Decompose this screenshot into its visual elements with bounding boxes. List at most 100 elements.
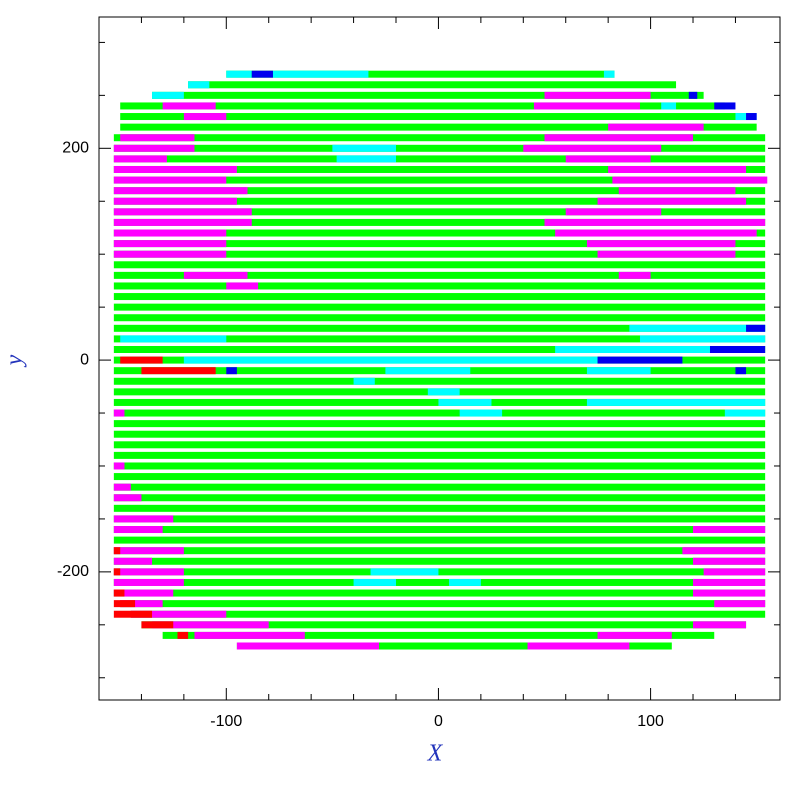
segment: [141, 621, 747, 629]
segment: [120, 134, 195, 142]
segment: [113, 494, 766, 502]
segment: [113, 197, 237, 205]
segment: [113, 218, 252, 226]
segment: [555, 345, 747, 353]
segment: [113, 165, 237, 173]
segment: [113, 515, 174, 523]
segment: [183, 113, 227, 121]
x-tick-label: 0: [434, 713, 443, 730]
segment: [370, 568, 439, 576]
segment: [639, 335, 766, 343]
segment: [661, 102, 677, 110]
segment: [113, 441, 766, 449]
segment: [113, 547, 121, 555]
segment: [113, 229, 766, 237]
segment: [586, 240, 736, 248]
segment: [183, 356, 598, 364]
segment: [533, 102, 640, 110]
segment: [113, 557, 766, 565]
y-tick-label: 0: [80, 351, 89, 368]
plot-area: [113, 70, 768, 650]
segment: [113, 515, 766, 523]
segment: [746, 113, 757, 121]
segment: [113, 187, 248, 195]
segment: [459, 409, 503, 417]
segment: [236, 642, 380, 650]
segment: [113, 324, 766, 332]
x-axis-label: X: [427, 741, 444, 767]
segment: [194, 631, 305, 639]
segment: [113, 208, 766, 216]
segment: [714, 600, 766, 608]
segment: [714, 102, 736, 110]
segment: [113, 250, 227, 258]
segment: [597, 250, 736, 258]
x-tick-label: -100: [210, 713, 242, 730]
segment: [113, 261, 766, 269]
segment: [113, 409, 125, 417]
segment: [188, 81, 677, 89]
segment: [113, 377, 766, 385]
segment: [120, 600, 163, 608]
segment: [709, 345, 766, 353]
segment: [113, 526, 766, 534]
segment: [113, 409, 766, 417]
segment: [113, 494, 142, 502]
segment: [113, 504, 766, 512]
segment: [113, 250, 766, 258]
segment: [603, 70, 615, 78]
segment: [693, 621, 747, 629]
segment: [113, 600, 136, 608]
y-tick-label: -200: [57, 563, 89, 580]
segment: [693, 557, 766, 565]
segment: [251, 70, 273, 78]
segment: [113, 589, 174, 597]
segment: [682, 547, 766, 555]
segment: [272, 70, 369, 78]
segment: [152, 91, 184, 99]
segment: [113, 547, 184, 555]
segment: [544, 91, 651, 99]
segment: [152, 91, 704, 99]
segment: [152, 621, 269, 629]
segment: [385, 367, 471, 375]
segment: [113, 144, 766, 152]
segment: [113, 568, 184, 576]
segment: [236, 642, 672, 650]
segment: [226, 367, 237, 375]
segment: [120, 356, 163, 364]
segment: [544, 134, 694, 142]
segment: [162, 102, 216, 110]
segment: [523, 144, 662, 152]
y-axis-label: y: [2, 354, 28, 367]
segment: [113, 144, 195, 152]
segment: [427, 388, 460, 396]
segment: [120, 102, 725, 110]
segment: [113, 271, 766, 279]
segment: [565, 208, 662, 216]
segment: [113, 547, 766, 555]
segment: [113, 568, 121, 576]
segment: [113, 165, 766, 173]
segment: [113, 610, 153, 618]
segment: [113, 218, 766, 226]
segment: [688, 91, 698, 99]
segment: [226, 282, 259, 290]
segment: [120, 600, 766, 608]
segment: [612, 176, 768, 184]
segment: [113, 578, 184, 586]
segment: [226, 70, 615, 78]
segment: [703, 568, 766, 576]
segment: [735, 367, 747, 375]
segment: [113, 134, 766, 142]
segment: [113, 557, 153, 565]
segment: [336, 155, 397, 163]
segment: [177, 631, 189, 639]
segment: [120, 335, 227, 343]
segment: [597, 197, 747, 205]
segment: [113, 240, 227, 248]
segment: [608, 123, 704, 131]
segment: [693, 578, 766, 586]
segment: [586, 398, 766, 406]
segment: [113, 303, 766, 311]
